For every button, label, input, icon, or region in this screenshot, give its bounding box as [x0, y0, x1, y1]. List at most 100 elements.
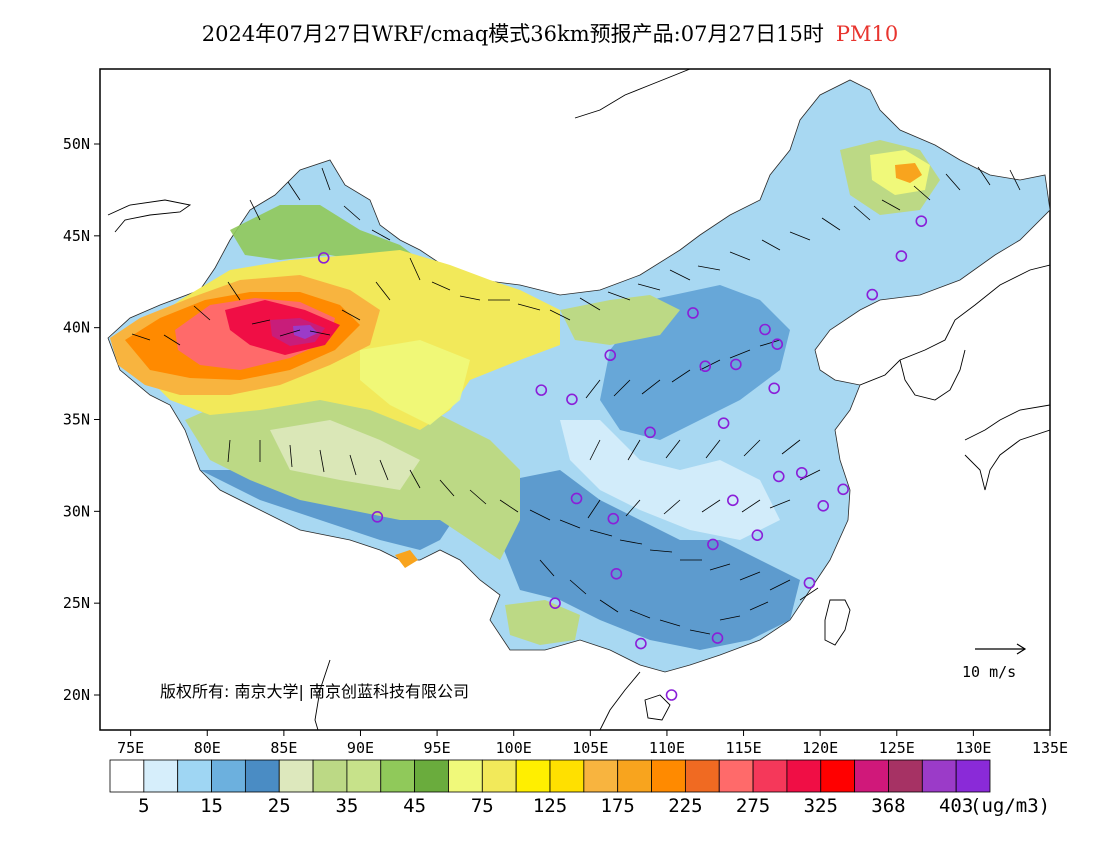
- station-marker: [699, 360, 712, 373]
- field-purple-core: [293, 325, 318, 339]
- station-marker: [570, 492, 583, 505]
- legend-label: 403: [939, 795, 973, 817]
- station-marker: [707, 538, 719, 551]
- y-tick-label: 45N: [63, 227, 90, 245]
- legend-label: 125: [533, 795, 567, 817]
- station-marker: [635, 637, 647, 650]
- station-marker: [751, 529, 764, 542]
- field-palegreen-tibet: [270, 420, 420, 490]
- station-marker: [803, 577, 816, 589]
- station-marker: [795, 466, 808, 479]
- legend-swatch: [109, 759, 145, 793]
- legend-swatch: [448, 759, 483, 793]
- y-tick-label: 30N: [63, 502, 90, 520]
- station-marker: [317, 252, 330, 264]
- legend-swatch: [312, 759, 348, 793]
- x-tick-label: 110E: [649, 739, 685, 757]
- station-marker: [817, 500, 830, 512]
- legend-swatch: [617, 759, 652, 793]
- title-variable: PM10: [835, 22, 899, 46]
- wind-vectors: [131, 166, 1021, 635]
- wind-scale-label: 10 m/s: [962, 663, 1016, 681]
- field-green-north: [230, 205, 420, 265]
- field-orange-northeast: [895, 163, 922, 183]
- x-tick-label: 105E: [572, 739, 608, 757]
- x-tick-label: 120E: [802, 739, 838, 757]
- legend-swatch: [346, 759, 382, 793]
- y-tick-label: 25N: [63, 594, 90, 612]
- y-tick-label: 20N: [63, 686, 90, 704]
- legend-swatch: [414, 759, 449, 793]
- x-tick-label: 135E: [1032, 739, 1068, 757]
- y-tick-label: 50N: [63, 135, 90, 153]
- legend-label: 45: [403, 795, 426, 817]
- legend-swatch: [143, 759, 179, 793]
- legend-swatch: [481, 759, 517, 793]
- legend-swatch: [380, 759, 416, 793]
- legend-swatch: [854, 759, 889, 793]
- station-marker: [566, 393, 578, 406]
- legend-label: 325: [804, 795, 838, 817]
- station-marker: [665, 689, 678, 701]
- legend-label: 25: [268, 795, 291, 817]
- station-marker: [895, 250, 908, 262]
- axes: 75E 80E 85E 90E 95E 100E 105E 110E 115E 120E 125E 1…: [63, 135, 1068, 757]
- legend-label: 225: [668, 795, 702, 817]
- y-tick-label: 35N: [63, 411, 90, 429]
- field-blue-tibet-edge: [200, 470, 460, 550]
- wind-scale-arrowhead: [1016, 643, 1027, 655]
- title-main: 2024年07月27日WRF/cmaq模式36km预报产品:07月27日15时: [201, 22, 824, 46]
- legend-swatch: [549, 759, 585, 793]
- legend-unit: (ug/m3): [970, 795, 1050, 817]
- station-marker: [727, 494, 739, 507]
- legend-swatch: [583, 759, 619, 793]
- legend-swatch: [515, 759, 551, 793]
- station-marker: [837, 483, 849, 496]
- station-marker: [772, 470, 785, 483]
- legend-label: 175: [601, 795, 635, 817]
- station-marker: [610, 567, 623, 580]
- legend-swatch: [211, 759, 246, 793]
- legend-label: 35: [335, 795, 358, 817]
- x-tick-label: 85E: [270, 739, 297, 757]
- station-marker: [607, 512, 620, 525]
- x-tick-label: 130E: [955, 739, 991, 757]
- wind-scale: 10 m/s: [962, 643, 1027, 681]
- legend-swatch: [244, 759, 280, 793]
- legend-swatch: [786, 759, 822, 793]
- field-blue-south: [500, 470, 800, 650]
- station-marker: [371, 511, 384, 523]
- y-tick-label: 40N: [63, 319, 90, 337]
- station-marker: [687, 307, 699, 319]
- legend-swatch: [888, 759, 923, 793]
- station-marker: [717, 417, 730, 429]
- x-tick-label: 75E: [117, 739, 144, 757]
- field-lightyellow-qinghai: [360, 340, 470, 425]
- map-title: 2024年07月27日WRF/cmaq模式36km预报产品:07月27日15时 P…: [0, 18, 1100, 48]
- color-legend: 5 15 25 35 45 75 125 175 225 275 325 368 403: [109, 759, 991, 817]
- station-marker: [759, 323, 771, 336]
- station-marker: [866, 288, 879, 301]
- legend-swatch: [177, 759, 212, 793]
- station-marker: [549, 597, 561, 609]
- legend-label: 15: [200, 795, 223, 817]
- legend-label: 275: [736, 795, 770, 817]
- legend-label: 5: [138, 795, 149, 817]
- station-marker: [771, 338, 784, 350]
- station-marker: [644, 426, 656, 439]
- legend-swatch: [752, 759, 788, 793]
- field-light-center: [560, 420, 780, 540]
- station-marker: [915, 215, 928, 227]
- legend-swatch: [820, 759, 856, 793]
- station-marker: [711, 632, 724, 644]
- legend-label: 75: [471, 795, 494, 817]
- coastlines: [107, 69, 1050, 730]
- field-green-inner-mongolia: [560, 295, 680, 345]
- x-tick-label: 80E: [194, 739, 221, 757]
- station-marker: [604, 349, 617, 362]
- x-tick-label: 90E: [347, 739, 374, 757]
- legend-swatch: [278, 759, 314, 793]
- x-tick-label: 100E: [496, 739, 532, 757]
- x-tick-label: 95E: [424, 739, 451, 757]
